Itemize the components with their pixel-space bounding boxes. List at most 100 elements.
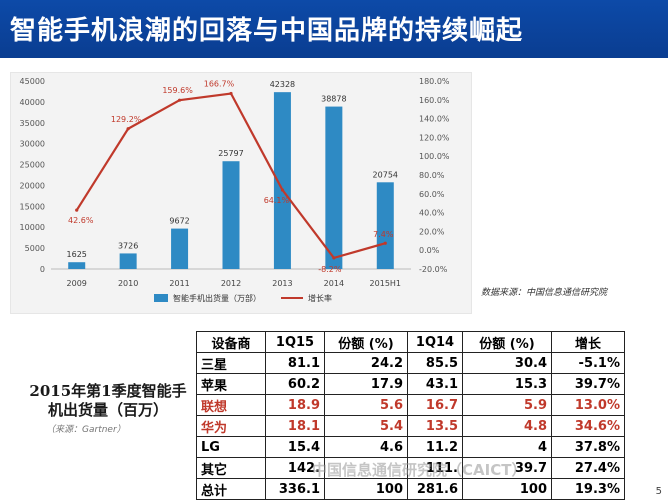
growth-rate-label: 159.6% [162, 86, 193, 95]
left-tick-label: 30000 [20, 140, 45, 149]
left-tick-label: 0 [40, 265, 45, 274]
table-header-cell: 份额 (%) [324, 331, 408, 353]
growth-rate-point [126, 127, 130, 131]
table-cell: 15.3 [462, 373, 552, 395]
table-cell: 34.6% [551, 415, 625, 437]
table-cell: 5.4 [324, 415, 408, 437]
table-cell: 4.6 [324, 436, 408, 458]
left-tick-label: 10000 [20, 223, 45, 232]
bar-value-label: 42328 [270, 80, 295, 89]
table-header-cell: 1Q15 [265, 331, 325, 353]
growth-rate-point [332, 256, 336, 260]
table-cell: 联想 [196, 394, 266, 416]
table-cell: 4.8 [462, 415, 552, 437]
table-cell: 39.7 [462, 457, 552, 479]
x-tick-label: 2012 [221, 279, 241, 288]
table-cell: 三星 [196, 352, 266, 374]
right-tick-label: 120.0% [419, 133, 450, 142]
table-cell: 60.2 [265, 373, 325, 395]
right-tick-label: 60.0% [419, 190, 445, 199]
table-row: 苹果 60.2 17.9 43.1 15.3 39.7% [196, 373, 625, 395]
x-tick-label: 2014 [324, 279, 344, 288]
table-cell: 281.6 [407, 478, 463, 500]
table-cell: 37.8% [551, 436, 625, 458]
growth-rate-label: 42.6% [68, 216, 94, 225]
growth-rate-label: 7.4% [373, 230, 394, 239]
x-tick-label: 2013 [272, 279, 292, 288]
table-cell: 13.5 [407, 415, 463, 437]
table-row: 其它 142. 111. 39.7 27.4% [196, 457, 625, 479]
table-cell: 39.7% [551, 373, 625, 395]
growth-rate-point [229, 91, 233, 96]
slide-title: 智能手机浪潮的回落与中国品牌的持续崛起 [10, 16, 524, 46]
left-tick-label: 40000 [20, 98, 45, 107]
growth-rate-point [75, 208, 79, 212]
table-cell: 13.0% [551, 394, 625, 416]
table-row: 联想 18.9 5.6 16.7 5.9 13.0% [196, 394, 625, 416]
table-cell: 85.5 [407, 352, 463, 374]
growth-rate-label: 64.1% [264, 196, 290, 205]
bar [171, 228, 189, 269]
table-header-cell: 设备商 [196, 331, 266, 353]
bar [325, 106, 343, 269]
chart-panel: 0 5000 10000 15000 20000 25000 30000 35000 40000… [10, 72, 472, 314]
bar-value-label: 3726 [118, 241, 138, 250]
left-tick-label: 15000 [20, 202, 45, 211]
table-cell: -5.1% [551, 352, 625, 374]
right-tick-label: 140.0% [419, 115, 450, 124]
table-cell: 27.4% [551, 457, 625, 479]
growth-rate-label: 129.2% [111, 115, 142, 124]
table-cell: 5.6 [324, 394, 408, 416]
legend-bar-swatch [154, 294, 168, 302]
table-header-cell: 增长 [551, 331, 625, 353]
table-cell: 30.4 [462, 352, 552, 374]
x-tick-label: 2011 [169, 279, 189, 288]
table-cell: 100 [324, 478, 408, 500]
caption-title: 2015年第1季度智能手机出货量（百万） [29, 382, 187, 419]
table-cell: 11.2 [407, 436, 463, 458]
table-header-cell: 份额 (%) [462, 331, 552, 353]
right-tick-label: -20.0% [419, 265, 448, 274]
table-cell: 其它 [196, 457, 266, 479]
bar [119, 253, 137, 269]
title-banner: 智能手机浪潮的回落与中国品牌的持续崛起 [0, 0, 668, 58]
table-cell: 43.1 [407, 373, 463, 395]
table-cell: 19.3% [551, 478, 625, 500]
bar [273, 92, 291, 269]
table-cell: 111. [407, 457, 463, 479]
table-cell: LG [196, 436, 266, 458]
table-cell: 华为 [196, 415, 266, 437]
bar-value-label: 20754 [373, 170, 398, 179]
table-cell: 16.7 [407, 394, 463, 416]
page-number: 5 [655, 486, 662, 497]
right-tick-label: 20.0% [419, 227, 445, 236]
table-cell: 总计 [196, 478, 266, 500]
growth-rate-label: -8.2% [318, 265, 342, 274]
bar-value-label: 38878 [321, 95, 346, 104]
table-cell: 18.9 [265, 394, 325, 416]
right-tick-label: 160.0% [419, 96, 450, 105]
left-tick-label: 20000 [20, 181, 45, 190]
table-header-cell: 1Q14 [407, 331, 463, 353]
right-tick-label: 180.0% [419, 77, 450, 86]
right-tick-label: 100.0% [419, 152, 450, 161]
bar [376, 182, 394, 269]
bar-value-label: 25797 [218, 149, 243, 158]
table-cell: 5.9 [462, 394, 552, 416]
table-cell: 81.1 [265, 352, 325, 374]
left-tick-label: 5000 [25, 244, 45, 253]
growth-rate-point [280, 188, 285, 192]
caption-source: （来源：Gartner） [46, 425, 126, 435]
bar [222, 161, 240, 269]
table-caption: 2015年第1季度智能手机出货量（百万） （来源：Gartner） [28, 382, 188, 435]
table-cell: 15.4 [265, 436, 325, 458]
table-cell: 142. [265, 457, 325, 479]
growth-rate-point [383, 241, 387, 245]
growth-rate-label: 166.7% [204, 80, 235, 89]
legend-bar-label: 智能手机出货量（万部） [173, 293, 261, 303]
bar [68, 262, 86, 269]
x-tick-label: 2009 [67, 279, 87, 288]
left-tick-label: 35000 [20, 119, 45, 128]
table-cell [324, 457, 408, 479]
growth-rate-point [177, 98, 182, 102]
